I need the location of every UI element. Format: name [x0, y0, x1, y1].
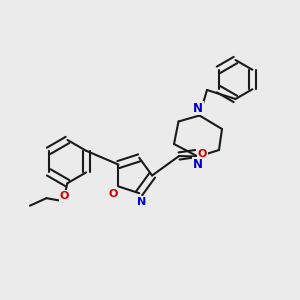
Text: O: O: [197, 148, 207, 159]
Text: O: O: [60, 191, 69, 201]
Text: N: N: [193, 158, 203, 171]
Text: O: O: [108, 189, 118, 199]
Text: N: N: [137, 196, 146, 207]
Text: N: N: [193, 101, 203, 115]
